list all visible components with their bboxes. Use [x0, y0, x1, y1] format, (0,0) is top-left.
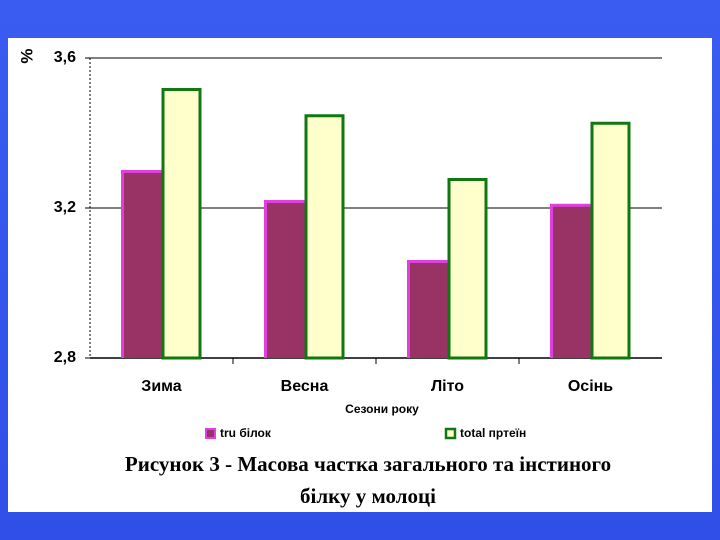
figure-caption: Рисунок 3 - Масова частка загального та …	[68, 448, 668, 512]
x-axis-label: Сезони року	[345, 402, 419, 416]
y-tick-label: 2,8	[54, 349, 76, 366]
bar-tru-bilok	[264, 200, 305, 358]
slide-panel: 2,8 3,2 3,6 Зима Весна Літо Осінь % Сезони ро…	[8, 38, 712, 512]
x-tick-label: Зима	[141, 378, 181, 395]
bar-highlight	[264, 200, 305, 358]
bar-total-protein	[161, 88, 202, 360]
bar-total-protein	[304, 114, 345, 360]
x-tick-label: Літо	[431, 378, 464, 395]
x-tick-label: Весна	[281, 378, 329, 395]
y-axis-label: %	[17, 48, 36, 63]
bar-highlight	[550, 203, 591, 358]
x-tick-label: Осінь	[568, 378, 613, 395]
bar-highlight	[407, 260, 448, 358]
bar-tru-bilok	[407, 260, 448, 358]
legend-label: total пртеїн	[460, 426, 526, 440]
y-tick-labels: 2,8 3,2 3,6	[54, 49, 76, 366]
bar-tru-bilok	[121, 170, 162, 358]
legend-swatch	[205, 428, 216, 439]
bar-total-protein	[447, 178, 488, 360]
bar-chart: 2,8 3,2 3,6 Зима Весна Літо Осінь % Сезони ро…	[17, 48, 662, 440]
legend: tru білок total пртеїн	[205, 426, 526, 440]
bar-tru-bilok	[550, 204, 591, 358]
y-tick-label: 3,2	[54, 199, 76, 216]
y-tick-label: 3,6	[54, 49, 76, 66]
x-tick-labels: Зима Весна Літо Осінь	[141, 378, 613, 395]
legend-swatch	[444, 427, 457, 440]
bar-highlight	[121, 170, 162, 358]
bar-total-protein	[590, 121, 631, 360]
caption-line-1: Рисунок 3 - Масова частка загального та …	[124, 452, 612, 476]
legend-label: tru білок	[220, 426, 272, 440]
caption-line-2: білку у молоці	[300, 484, 436, 508]
bars	[121, 88, 631, 360]
